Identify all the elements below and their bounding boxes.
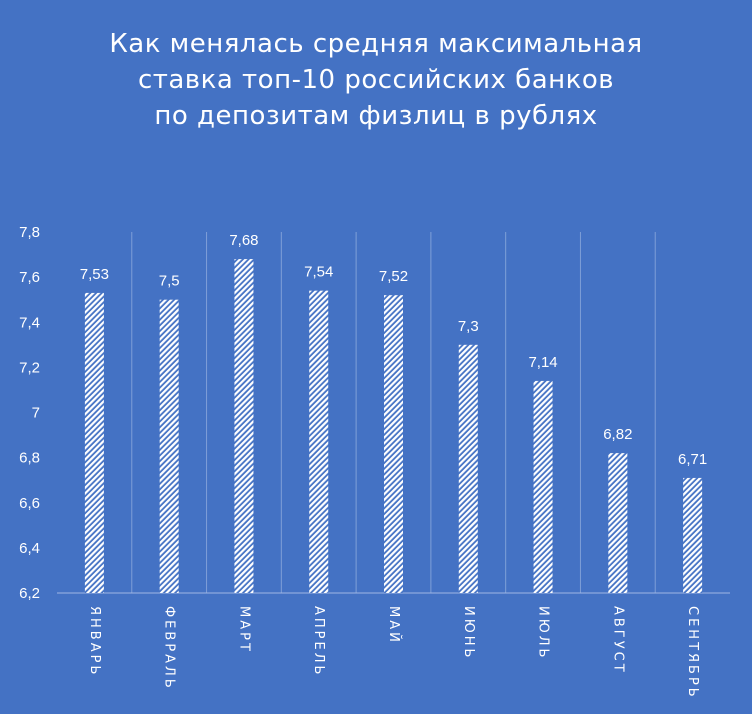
category-label: ИЮЛЬ xyxy=(536,606,551,660)
data-labels: 7,53 7,5 7,68 7,54 7,52 7,3 7,14 6,82 6,71 xyxy=(80,232,707,468)
chart-title-line: по депозитам физлиц в рублях xyxy=(154,101,597,131)
data-label: 7,53 xyxy=(80,266,109,283)
data-label: 7,14 xyxy=(528,354,557,371)
y-tick-label: 7,4 xyxy=(19,314,40,331)
category-label: АПРЕЛЬ xyxy=(311,606,326,677)
category-label: ФЕВРАЛЬ xyxy=(162,606,177,691)
chart-title-line: ставка топ-10 российских банков xyxy=(138,65,614,95)
data-label: 7,54 xyxy=(304,264,333,281)
chart-title: Как менялась средняя максимальная ставка … xyxy=(109,29,642,131)
y-tick-label: 7,2 xyxy=(19,359,40,376)
data-label: 7,52 xyxy=(379,268,408,285)
category-label: АВГУСТ xyxy=(610,606,625,675)
y-tick-label: 6,6 xyxy=(19,495,40,512)
y-tick-label: 6,4 xyxy=(19,540,40,557)
data-label: 7,68 xyxy=(229,232,258,249)
y-axis-tick-labels: 6,2 6,4 6,6 6,8 7 7,2 7,4 7,6 7,8 xyxy=(19,224,40,602)
data-label: 6,71 xyxy=(678,451,707,468)
bar xyxy=(309,290,329,593)
y-tick-label: 7,8 xyxy=(19,224,40,241)
bar xyxy=(458,344,478,593)
data-label: 7,3 xyxy=(458,318,479,335)
category-label: ИЮНЬ xyxy=(461,606,476,660)
data-label: 6,82 xyxy=(603,426,632,443)
category-label: СЕНТЯБРЬ xyxy=(685,606,700,700)
bar xyxy=(683,477,703,593)
y-tick-label: 7 xyxy=(32,405,40,422)
category-label: ЯНВАРЬ xyxy=(87,606,102,677)
bar xyxy=(84,292,104,593)
chart-title-line: Как менялась средняя максимальная xyxy=(109,29,642,59)
data-label: 7,5 xyxy=(159,273,180,290)
bar xyxy=(234,259,254,593)
y-tick-label: 6,8 xyxy=(19,450,40,467)
bars xyxy=(84,259,703,593)
bar xyxy=(159,299,179,593)
bar xyxy=(608,453,628,593)
category-labels: ЯНВАРЬ ФЕВРАЛЬ МАРТ АПРЕЛЬ МАЙ ИЮНЬ ИЮЛЬ АВГУСТ… xyxy=(87,606,700,700)
y-tick-label: 7,6 xyxy=(19,269,40,286)
y-tick-label: 6,2 xyxy=(19,585,40,602)
category-label: МАРТ xyxy=(236,606,251,654)
category-label: МАЙ xyxy=(386,606,402,645)
bar xyxy=(533,380,553,593)
bar xyxy=(384,295,403,593)
